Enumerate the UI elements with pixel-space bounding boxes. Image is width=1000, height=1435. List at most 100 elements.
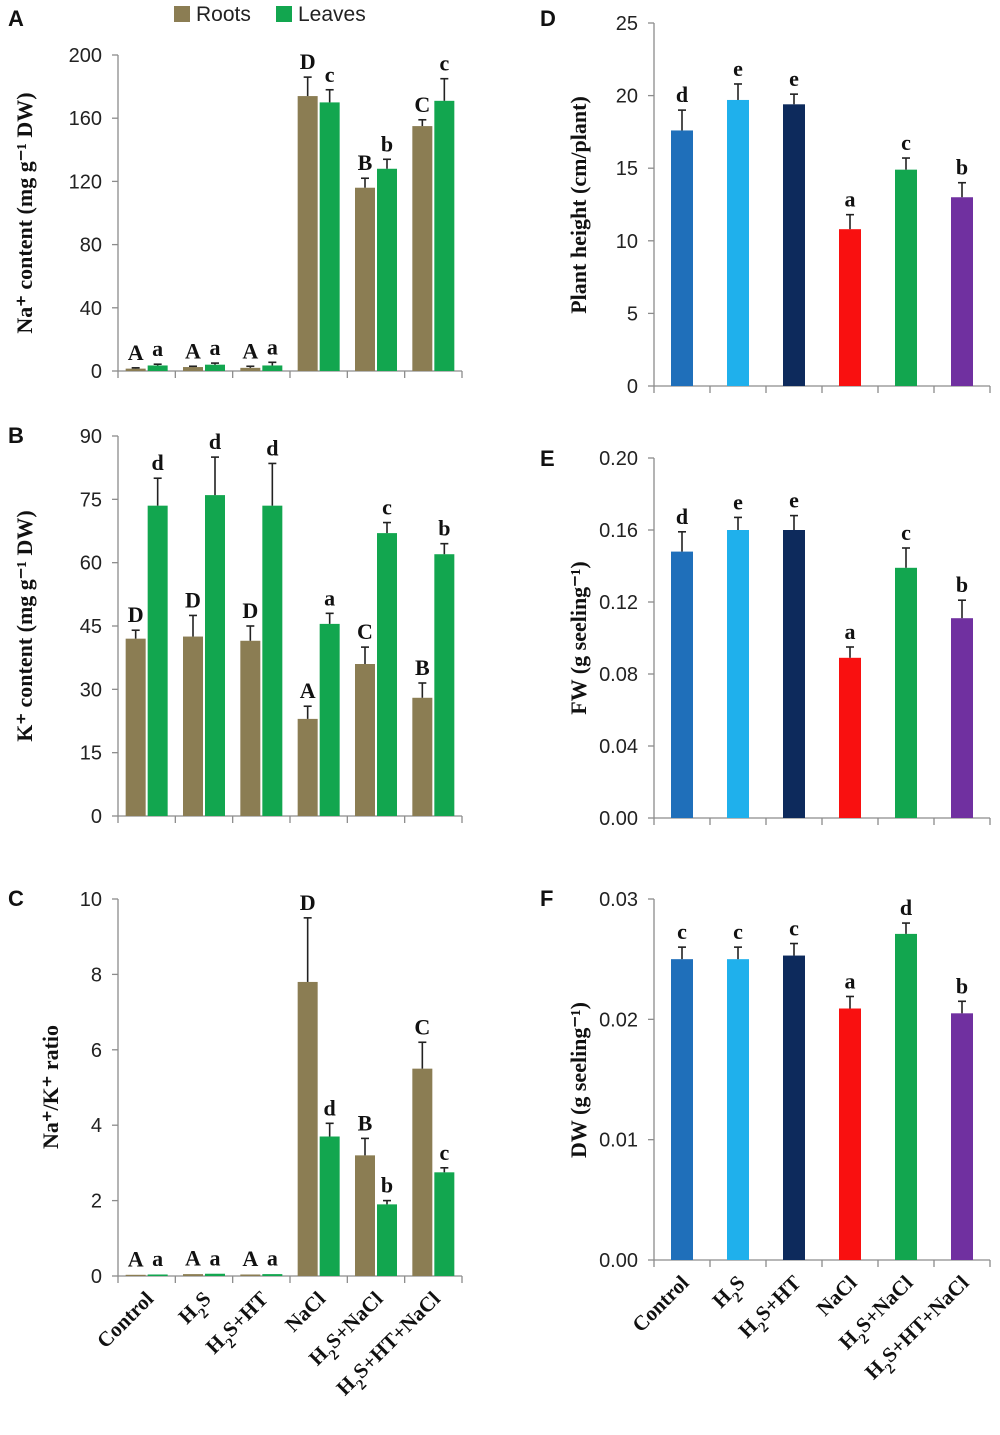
y-axis-label: FW (g seeling⁻¹)	[566, 561, 591, 714]
bar	[377, 533, 397, 816]
significance-label: c	[733, 919, 743, 944]
category-label: H2S+HT	[734, 1271, 811, 1348]
significance-label: A	[128, 340, 144, 365]
y-tick-label: 0.08	[599, 664, 638, 686]
significance-label: c	[439, 1140, 449, 1165]
significance-label: a	[210, 1245, 221, 1270]
significance-label: d	[676, 504, 688, 529]
bar	[125, 368, 146, 371]
y-tick-label: 80	[80, 235, 102, 257]
significance-label: c	[901, 520, 911, 545]
y-axis-label: DW (g seeling⁻¹)	[566, 1002, 591, 1158]
y-tick-label: 8	[91, 964, 102, 986]
y-tick-label: 20	[616, 86, 638, 108]
category-label: H2S	[173, 1287, 220, 1334]
significance-label: a	[152, 1246, 163, 1271]
category-label: NaCl	[280, 1286, 330, 1336]
significance-label: D	[128, 602, 144, 627]
significance-label: b	[381, 131, 393, 156]
panel-letter-a: A	[8, 6, 24, 31]
y-axis-label: Plant height (cm/plant)	[566, 96, 591, 314]
bar	[839, 1008, 861, 1260]
bar	[297, 96, 318, 371]
significance-label: a	[267, 334, 278, 359]
panel-e-fresh-weight-chart: 0.00 0.04 0.08 0.12 0.16 0.20 FW (g seeling⁻¹)…	[566, 448, 991, 830]
bar	[671, 959, 693, 1260]
bar	[262, 1274, 283, 1276]
significance-label: A	[242, 338, 258, 363]
bar	[240, 367, 261, 371]
bar	[262, 505, 283, 816]
significance-label: C	[357, 619, 373, 644]
significance-label: A	[242, 1246, 258, 1271]
significance-label: c	[382, 495, 392, 520]
y-tick-label: 25	[616, 13, 638, 35]
significance-label: a	[324, 585, 335, 610]
bar	[839, 229, 861, 386]
bar	[183, 636, 203, 816]
bar	[125, 1274, 146, 1276]
y-tick-label: 0	[91, 806, 102, 828]
significance-label: B	[358, 1110, 373, 1135]
significance-label: D	[185, 587, 201, 612]
bar	[183, 367, 203, 371]
panel-b-k-content-chart: 0 15 30 45 60 75 90 K⁺ content (mg g⁻¹ DW) D D D A C…	[12, 426, 463, 828]
significance-label: c	[325, 62, 335, 87]
y-tick-label: 15	[80, 743, 102, 765]
category-label: Control	[627, 1270, 693, 1336]
y-tick-label: 0.02	[599, 1009, 638, 1031]
bar	[671, 130, 693, 386]
bar	[895, 933, 917, 1260]
y-tick-label: 90	[80, 426, 102, 448]
y-tick-label: 10	[616, 231, 638, 253]
bar	[147, 1274, 168, 1276]
bar	[727, 959, 749, 1260]
significance-label: b	[956, 155, 968, 180]
bar	[355, 664, 375, 816]
legend-label-leaves: Leaves	[298, 3, 366, 26]
bar	[783, 955, 805, 1260]
bar	[895, 169, 917, 386]
category-label: H2S+HT+NaCl	[860, 1270, 979, 1389]
significance-label: d	[900, 895, 912, 920]
bar	[951, 197, 973, 386]
panel-letter-c: C	[8, 886, 24, 911]
y-tick-label: 0	[627, 376, 638, 398]
significance-label: a	[845, 968, 856, 993]
y-tick-label: 120	[69, 171, 102, 193]
significance-label: A	[185, 1246, 201, 1271]
significance-label: d	[324, 1095, 336, 1120]
significance-label: a	[267, 1246, 278, 1271]
significance-label: B	[358, 150, 373, 175]
significance-label: e	[733, 56, 743, 81]
legend: Roots Leaves	[174, 3, 366, 26]
panel-letter-f: F	[540, 886, 553, 911]
category-label: H2S+HT+NaCl	[331, 1286, 450, 1405]
bar	[319, 1136, 340, 1276]
y-tick-label: 6	[91, 1040, 102, 1062]
bar	[355, 187, 375, 371]
significance-label: b	[956, 973, 968, 998]
bar	[125, 638, 146, 816]
y-tick-label: 60	[80, 553, 102, 575]
panel-letter-e: E	[540, 446, 555, 471]
significance-label: c	[439, 51, 449, 76]
significance-label: C	[414, 1014, 430, 1039]
bar	[895, 567, 917, 818]
panel-letter-d: D	[540, 6, 556, 31]
bar	[183, 1274, 203, 1276]
y-tick-label: 0.01	[599, 1130, 638, 1152]
bar	[434, 1172, 455, 1276]
y-tick-label: 45	[80, 616, 102, 638]
significance-label: c	[789, 916, 799, 941]
panel-letter-b: B	[8, 423, 24, 448]
significance-label: A	[185, 338, 201, 363]
significance-label: C	[414, 92, 430, 117]
significance-label: a	[210, 335, 221, 360]
bar	[319, 102, 340, 372]
significance-label: b	[381, 1173, 393, 1198]
significance-label: a	[152, 336, 163, 361]
significance-label: B	[415, 655, 430, 680]
